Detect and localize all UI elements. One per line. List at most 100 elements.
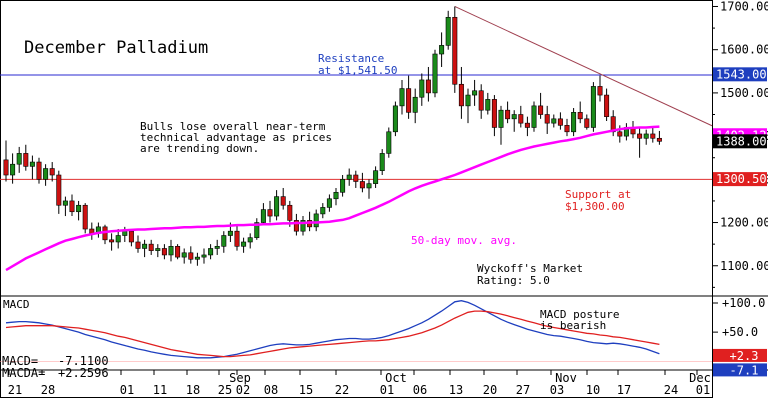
- candle-down: [188, 252, 194, 260]
- candle-up: [445, 16, 451, 46]
- candle-up: [412, 96, 418, 113]
- candle-down: [505, 109, 511, 120]
- candle-down: [604, 94, 610, 117]
- price-tag: [713, 172, 767, 187]
- candle-up: [155, 248, 161, 251]
- candle-up: [62, 200, 68, 206]
- x-tick-label: 21: [8, 383, 22, 397]
- candle-down: [161, 248, 167, 256]
- candle-up: [10, 163, 16, 176]
- candle-up: [392, 105, 398, 133]
- candle-down: [564, 125, 570, 133]
- x-tick-label: 13: [449, 383, 463, 397]
- x-tick-label: 02: [236, 383, 250, 397]
- candle-up: [643, 133, 649, 139]
- x-tick-label: 11: [153, 383, 167, 397]
- candle-up: [326, 198, 332, 208]
- candle-up: [260, 209, 266, 223]
- candle-down: [234, 230, 240, 247]
- candle-up: [76, 204, 82, 213]
- candle-up: [366, 183, 372, 189]
- candle-up: [274, 196, 280, 217]
- price-tick-label: 1500.00: [720, 86, 768, 100]
- candle-down: [135, 241, 141, 249]
- price-tick-label: 1700.00: [720, 0, 768, 13]
- price-tag: [713, 67, 767, 82]
- candle-up: [142, 243, 148, 249]
- candle-down: [359, 181, 365, 189]
- candle-up: [399, 88, 405, 107]
- candle-down: [478, 90, 484, 111]
- macd-tag: [713, 348, 767, 362]
- candle-up: [201, 254, 207, 258]
- macd-series-macda: [5, 310, 660, 358]
- x-tick-label: 18: [186, 383, 200, 397]
- macd-tag-label: +2.3: [730, 349, 759, 363]
- macd-series-macd: [5, 300, 660, 359]
- candle-down: [597, 86, 603, 96]
- candle-down: [56, 174, 62, 206]
- comment-line: technical advantage as prices: [140, 131, 332, 144]
- macd-readout-value: +2.2596: [58, 366, 109, 380]
- candle-down: [148, 243, 154, 251]
- x-tick-label: 01: [696, 383, 710, 397]
- candle-up: [333, 191, 339, 200]
- candle-up: [241, 241, 247, 247]
- macd-tick-label: +50.0: [722, 325, 758, 339]
- candle-up: [373, 170, 379, 184]
- candle-down: [49, 168, 55, 176]
- candle-down: [617, 131, 623, 137]
- x-tick-label: 01: [380, 383, 394, 397]
- candle-down: [637, 133, 643, 139]
- candle-up: [472, 90, 478, 96]
- candle-up: [571, 112, 577, 133]
- candle-up: [511, 114, 517, 120]
- macd-note: MACD posture: [540, 308, 619, 321]
- down-trendline: [454, 6, 713, 127]
- month-label: Nov: [555, 371, 577, 385]
- candle-up: [122, 230, 128, 236]
- candle-down: [3, 159, 9, 176]
- moving-average-line: [5, 125, 660, 272]
- candle-down: [23, 153, 29, 167]
- candle-down: [544, 114, 550, 124]
- rating-label: Wyckoff's Market: [477, 262, 583, 275]
- price-tag-label: 1388.00: [716, 134, 767, 148]
- candle-up: [43, 168, 49, 180]
- candle-down: [280, 196, 286, 206]
- x-tick-label: 03: [550, 383, 564, 397]
- price-tag: [713, 134, 767, 149]
- x-tick-label: 22: [335, 383, 349, 397]
- macd-readout-label: MACDA=: [2, 366, 45, 380]
- candle-up: [221, 235, 227, 247]
- candle-down: [452, 16, 458, 85]
- rating-value: Rating: 5.0: [477, 274, 550, 287]
- candle-down: [584, 118, 590, 128]
- month-label: Sep: [229, 371, 251, 385]
- candle-down: [353, 174, 359, 182]
- candle-down: [109, 239, 115, 243]
- candle-down: [287, 204, 293, 221]
- candle-up: [386, 131, 392, 154]
- candle-down: [458, 83, 464, 107]
- candle-up: [194, 256, 200, 260]
- candle-up: [498, 109, 504, 128]
- macd-tag-label: -7.1: [730, 363, 759, 377]
- candle-down: [69, 200, 75, 213]
- candle-down: [491, 99, 497, 128]
- macd-tag: [713, 363, 767, 377]
- candle-down: [175, 246, 181, 258]
- resistance-value: at $1,541.50: [318, 64, 397, 77]
- x-tick-label: 10: [586, 383, 600, 397]
- candle-up: [227, 230, 233, 236]
- support-label: Support at: [565, 188, 631, 201]
- candle-down: [406, 88, 412, 113]
- candle-up: [313, 213, 319, 228]
- candle-down: [650, 133, 656, 139]
- candle-up: [214, 246, 220, 249]
- candle-up: [379, 153, 385, 171]
- candle-down: [538, 105, 544, 115]
- macd-tick-label: +100.0: [722, 296, 765, 310]
- x-tick-label: 27: [516, 383, 530, 397]
